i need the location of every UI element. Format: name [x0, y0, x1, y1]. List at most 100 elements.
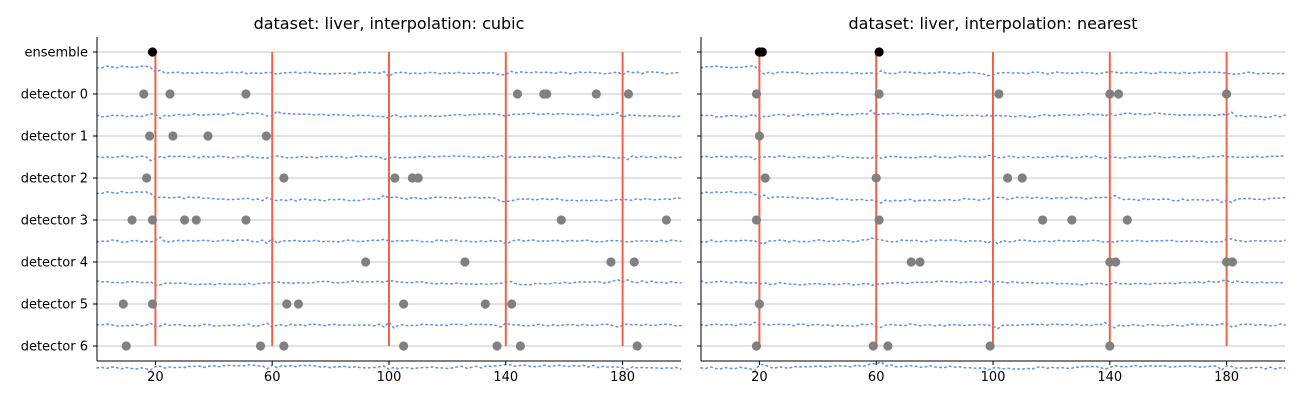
detector-point [871, 173, 881, 183]
x-tick-label: 180 [1214, 370, 1239, 385]
x-tick-label: 20 [147, 370, 164, 385]
signal-trace [96, 236, 682, 246]
detector-point [293, 299, 304, 309]
detector-point [279, 173, 289, 183]
signal-trace [700, 109, 1286, 120]
detector-point [390, 173, 400, 183]
detector-point [480, 299, 490, 309]
detector-point [1038, 215, 1048, 225]
x-tick-label: 100 [981, 370, 1006, 385]
x-tick-label: 140 [1097, 370, 1122, 385]
detector-point [261, 131, 271, 141]
detector-point [180, 215, 190, 225]
detector-point [883, 341, 893, 351]
detector-point [191, 215, 201, 225]
signal-trace [96, 320, 682, 330]
signal-trace [96, 278, 682, 287]
detector-point [760, 173, 770, 183]
x-tick-label: 60 [264, 370, 281, 385]
x-tick-label: 20 [751, 370, 768, 385]
detector-point [282, 299, 292, 309]
detector-point [661, 215, 672, 225]
signal-trace [96, 65, 682, 78]
detector-point [629, 257, 639, 267]
y-tick-label: detector 1 [21, 130, 88, 145]
detector-point [874, 89, 884, 99]
detector-point [751, 215, 762, 225]
detector-point [754, 299, 765, 309]
detector-point [142, 173, 152, 183]
detector-point [1113, 89, 1124, 99]
detector-point [147, 299, 158, 309]
detector-point [399, 299, 409, 309]
detector-point [915, 257, 925, 267]
detector-point [203, 131, 213, 141]
detector-point [868, 341, 878, 351]
detector-point [994, 89, 1004, 99]
detector-point [1105, 89, 1115, 99]
y-tick-label: detector 6 [21, 340, 88, 355]
detector-point [1111, 257, 1121, 267]
detector-point [241, 215, 251, 225]
detector-point [168, 131, 178, 141]
ensemble-point [874, 47, 884, 57]
detector-point [507, 299, 517, 309]
chart-title-nearest: dataset: liver, interpolation: nearest [849, 14, 1138, 33]
detector-point [515, 341, 526, 351]
detector-point [874, 215, 884, 225]
ensemble-point [757, 47, 767, 57]
detector-point [399, 341, 409, 351]
detector-point [139, 89, 149, 99]
y-tick-label: detector 5 [21, 298, 88, 313]
chart-title-cubic: dataset: liver, interpolation: cubic [254, 14, 525, 33]
detector-point [127, 215, 137, 225]
detector-point [754, 131, 765, 141]
x-tick-label: 60 [868, 370, 885, 385]
detector-point [118, 299, 128, 309]
detector-point [361, 257, 371, 267]
detector-point [556, 215, 566, 225]
detector-point [1222, 89, 1232, 99]
x-tick-label: 100 [377, 370, 402, 385]
detector-point [751, 89, 762, 99]
detector-point [542, 89, 552, 99]
detector-point [255, 341, 266, 351]
detector-point [1105, 341, 1115, 351]
detector-point [241, 89, 251, 99]
detector-point [460, 257, 470, 267]
y-tick-label: ensemble [24, 46, 88, 61]
ensemble-point [147, 47, 158, 57]
detector-point [144, 131, 155, 141]
detector-point [165, 89, 175, 99]
y-tick-label: detector 0 [21, 88, 88, 103]
panel-cubic: ensemble detector 0 detector 1 detector 2 de… [21, 37, 682, 385]
detector-point [512, 89, 523, 99]
detector-point [1003, 173, 1013, 183]
detector-point [1067, 215, 1077, 225]
detector-point [632, 341, 642, 351]
y-tick-label: detector 4 [21, 256, 88, 271]
signal-trace [96, 363, 682, 371]
y-tick-label: detector 3 [21, 214, 88, 229]
detector-point [606, 257, 616, 267]
detector-point [751, 341, 762, 351]
signal-trace [700, 360, 1286, 373]
detector-point [591, 89, 601, 99]
detector-point [623, 89, 634, 99]
x-tick-label: 140 [493, 370, 518, 385]
detector-point [1227, 257, 1238, 267]
y-tick-label: detector 2 [21, 172, 88, 187]
signal-trace [96, 190, 682, 203]
detector-point [279, 341, 289, 351]
x-tick-label: 180 [610, 370, 635, 385]
detector-point [413, 173, 423, 183]
detector-point [906, 257, 916, 267]
detector-point [1017, 173, 1027, 183]
detector-point [1122, 215, 1132, 225]
detector-point [121, 341, 131, 351]
panel-nearest: 20 60 100 140 180 [697, 37, 1286, 385]
detector-point [492, 341, 502, 351]
detector-point [985, 341, 995, 351]
detector-point [147, 215, 158, 225]
